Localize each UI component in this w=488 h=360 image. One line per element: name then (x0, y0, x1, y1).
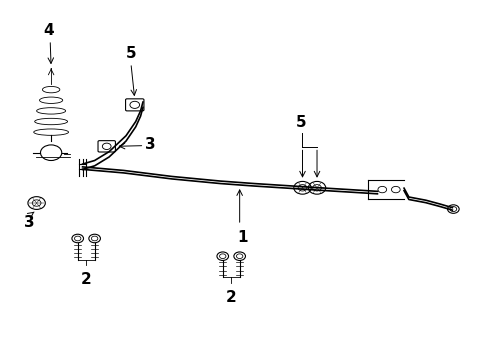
Text: 3: 3 (24, 215, 35, 230)
Text: 2: 2 (81, 272, 92, 287)
Text: 5: 5 (125, 46, 136, 61)
Text: 5: 5 (296, 115, 306, 130)
Text: 4: 4 (43, 23, 54, 38)
Text: 2: 2 (225, 290, 236, 305)
Text: 1: 1 (237, 230, 248, 245)
Text: 3: 3 (145, 137, 156, 152)
